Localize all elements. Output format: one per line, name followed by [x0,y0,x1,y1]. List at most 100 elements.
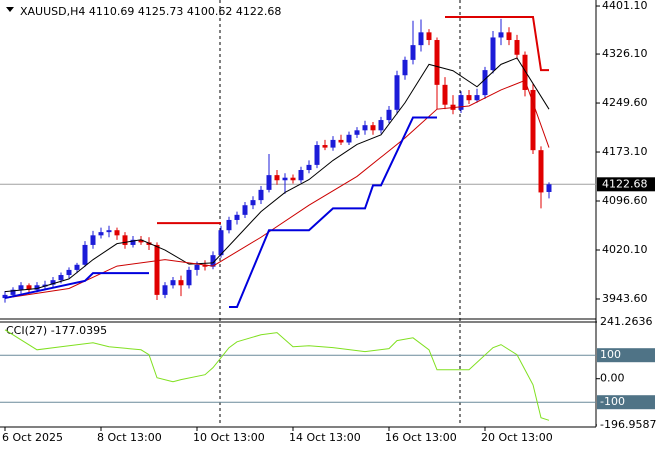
y-tick-label: 3943.60 [602,292,648,305]
indicator-line [229,116,437,309]
cci-label-bg [597,348,655,363]
candle-body [458,95,464,110]
candle-body [274,175,280,181]
menu-triangle [6,7,14,12]
candle-body [194,264,200,270]
candle-body [18,285,24,290]
candle-body [34,285,40,290]
candle-body [82,244,88,265]
candle-body [498,32,504,38]
candle-body [522,54,528,90]
close: 4122.68 [236,5,282,18]
candle-body [514,40,520,55]
cci-tick-label: 0.00 [600,372,625,385]
cci-tick-label: -100 [600,395,625,408]
candle-body [306,164,312,171]
indicator-line [4,57,550,293]
candle-body [370,125,376,131]
candle-body [490,37,496,71]
candle-body [314,145,320,165]
y-tick-label: 4173.10 [602,145,648,158]
indicator-line [4,329,550,421]
y-tick-label: 4401.10 [602,0,648,12]
candle-body [242,205,248,215]
cci-label-bg [597,418,655,432]
indicator-line [4,272,149,300]
candle-body [98,232,104,236]
cci-title: CCI(27) -177.0395 [6,324,107,337]
candle-body [186,269,192,286]
candle-body [266,175,272,190]
candle-body [346,134,352,143]
x-tick-label: 8 Oct 13:00 [97,431,162,444]
candle-body [506,32,512,41]
candle-body [234,214,240,220]
y-tick-label: 4096.60 [602,194,648,207]
candle-body [378,120,384,131]
candle-body [202,264,208,267]
frame [0,0,597,428]
candle-body [58,275,64,281]
cci-label-bg [597,395,655,410]
candle-body [66,269,72,276]
price-label: 4122.68 [602,177,648,190]
candle-body [10,289,16,295]
candle-body [338,139,344,143]
candle-body [546,184,552,192]
x-tick-label: 16 Oct 13:00 [385,431,457,444]
candle-body [426,32,432,41]
candle-body [298,170,304,181]
candle-body [26,285,32,290]
candle-body [442,84,448,105]
candle-body [474,95,480,101]
candle-body [290,177,296,181]
candle-body [218,230,224,256]
candle-body [434,40,440,85]
symbol: XAUUSD,H4 [20,5,85,18]
candle-body [74,264,80,270]
x-tick-label: 14 Oct 13:00 [289,431,361,444]
cci-tick-label: -196.9587 [600,418,656,431]
cci-tick-label: 100 [600,348,621,361]
y-tick-label: 4326.10 [602,47,648,60]
candle-body [90,235,96,245]
y-tick-label: 4020.10 [602,243,648,256]
candle-body [210,255,216,267]
candle-body [154,244,160,295]
candle-body [330,139,336,148]
candle-body [530,89,536,151]
indicator-line [445,15,549,72]
candle-body [410,45,416,60]
y-tick-label: 4249.60 [602,96,648,109]
candle-body [354,130,360,135]
cci-label-bg [597,315,655,329]
cci-tick-label: 241.2636 [600,315,653,328]
candle-body [138,239,144,243]
candle-body [226,219,232,231]
high: 4125.73 [138,5,184,18]
candle-body [394,75,400,110]
cci-name: CCI(27) [6,324,47,337]
open: 4110.69 [89,5,135,18]
low: 4100.62 [187,5,233,18]
candle-body [258,189,264,201]
candle-body [322,145,328,148]
candle-body [2,294,8,299]
candle-body [282,177,288,181]
candle-body [466,95,472,101]
candle-body [130,239,136,245]
candle-body [362,125,368,131]
candle-body [170,280,176,286]
candle-body [250,200,256,206]
candle-body [402,59,408,76]
candle-body [178,280,184,286]
candle-body [114,230,120,236]
indicator-line [4,79,550,299]
x-tick-label: 20 Oct 13:00 [481,431,553,444]
candle-body [106,230,112,233]
candle-body [482,70,488,96]
x-tick-label: 6 Oct 2025 [2,431,63,444]
candle-body [418,32,424,46]
